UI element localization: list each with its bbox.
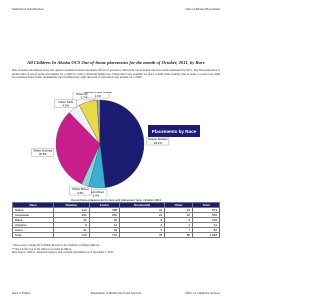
- slice-label: Other/ Mixed: [76, 92, 92, 96]
- note: ** Race is the race of the child as reco…: [12, 247, 73, 251]
- table-cell: 1,648: [192, 232, 220, 238]
- slice-label: Black/ Mixed: [88, 190, 104, 194]
- pie-slice: [96, 99, 101, 145]
- pie-slice: [55, 112, 101, 185]
- legend-box: [148, 125, 200, 137]
- title: All Children In Alaska OCS Out-of-home p…: [27, 60, 205, 65]
- label-box: [69, 186, 92, 196]
- label-box: [86, 92, 110, 99]
- note: * Data source: Alaska OCS Online Resourc…: [12, 244, 100, 247]
- slice-value: 6.0%: [93, 194, 100, 197]
- slice-label: Other/ Multi: [59, 100, 74, 104]
- table-cell: 749: [53, 232, 90, 238]
- footer-center: Department of Health and Social Services: [90, 291, 142, 295]
- chart-title: Placements by Race: [152, 129, 197, 134]
- label-box: [54, 99, 77, 108]
- table-row: Total 749 763 78 58 1,648: [11, 232, 220, 238]
- table-cell: 58: [164, 232, 194, 238]
- notes: * Data source: Alaska OCS Online Resourc…: [12, 244, 220, 255]
- header-left: Statistical Information: [12, 7, 44, 11]
- slice-value: 2.8%: [77, 191, 84, 195]
- table-cell: 78: [119, 232, 166, 238]
- footer-right: Office of Children's Services: [185, 291, 220, 295]
- footer-left: Dept of Family: [12, 291, 31, 295]
- table-caption: Out-of-home placements by race and place…: [70, 198, 162, 202]
- table: Out-of-home placements by race and place…: [11, 198, 220, 238]
- note: Data Source: ORCA - Research Analyst, Ou…: [12, 251, 115, 255]
- header-right: Out-of-Home Placement: [185, 7, 220, 11]
- table-cell: Total: [11, 232, 55, 238]
- intro: Out-of-home placements is the last optio…: [12, 68, 220, 80]
- slice-value: 48.1%: [154, 141, 162, 145]
- slice-value: 30.8%: [39, 152, 47, 156]
- slice-value: 6.7%: [81, 96, 88, 100]
- pie-slice: [99, 99, 145, 188]
- table-cell: 763: [88, 232, 121, 238]
- slice-label: White/ Mixed: [72, 187, 89, 191]
- data-table: Race Relative Foster Residential Other Total N…: [11, 202, 220, 238]
- page: Statistical Information Out-of-Home Plac…: [11, 7, 220, 295]
- slice-value: 4.5%: [63, 103, 70, 107]
- label-box: [146, 136, 170, 146]
- label-box: [31, 148, 54, 157]
- slice-label: Native/ Alaskan: [148, 137, 168, 141]
- slice-value: 1.1%: [95, 94, 102, 98]
- slice-label: Undetermined/ Unable: [84, 92, 112, 94]
- slice-label: White/ Nonhisp: [33, 149, 52, 153]
